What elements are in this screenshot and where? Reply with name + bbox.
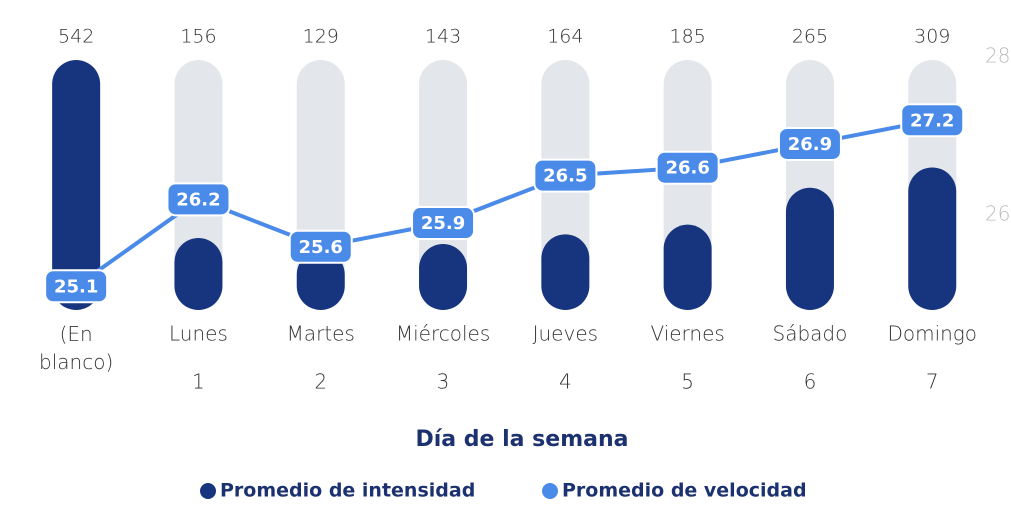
x-tick-sublabel: 7 [926, 370, 939, 394]
point-label-bg [777, 126, 842, 161]
bar-value-label: 156 [180, 26, 216, 48]
x-tick-label: Viernes [650, 322, 724, 346]
point-label: 26.9 [788, 134, 832, 155]
x-tick-label: Domingo [887, 322, 977, 346]
x-tick-sublabel: 6 [804, 370, 817, 394]
x-tick-label: Martes [287, 322, 355, 346]
x-tick-label: Sábado [773, 322, 848, 346]
bar-value-label: 164 [547, 26, 583, 48]
point-label: 26.6 [665, 158, 709, 179]
point-label: 26.5 [543, 166, 587, 187]
point-label: 25.1 [54, 276, 98, 297]
bar-value-label: 143 [425, 26, 461, 48]
x-tick-sublabel: 3 [437, 370, 450, 394]
point-label-bg [533, 158, 598, 193]
point-label-bg [900, 103, 965, 138]
bar-value-label: 542 [58, 26, 94, 48]
x-axis-title: Día de la semana [416, 427, 629, 452]
point-label-bg [44, 269, 109, 304]
x-tick-label: Miércoles [396, 322, 490, 346]
point-label-bg [411, 206, 476, 241]
bar-value-label: 185 [670, 26, 706, 48]
bar [174, 238, 223, 310]
bar [52, 60, 101, 310]
y2-tick-label: 26 [985, 202, 1010, 226]
point-label: 26.2 [176, 189, 220, 210]
point-label: 25.9 [421, 213, 465, 234]
bar-value-label: 309 [914, 26, 950, 48]
x-tick-label: Lunes [169, 322, 228, 346]
y2-tick-label: 28 [985, 44, 1010, 68]
x-tick-sublabel: 2 [314, 370, 327, 394]
point-label-bg [655, 150, 720, 185]
legend-marker [200, 483, 216, 499]
bar-value-label: 129 [303, 26, 339, 48]
legend-label: Promedio de intensidad [220, 480, 475, 502]
point-label-bg [166, 182, 231, 217]
point-label-bg [288, 229, 353, 264]
legend-label: Promedio de velocidad [562, 480, 807, 502]
x-tick-label: (En blanco) [39, 322, 113, 374]
bar [785, 187, 834, 310]
point-label: 27.2 [910, 110, 954, 131]
bar [296, 250, 345, 310]
x-tick-sublabel: 4 [559, 370, 572, 394]
bar [908, 167, 957, 310]
bar [663, 224, 712, 310]
x-tick-sublabel: 5 [681, 370, 694, 394]
bar-value-label: 265 [792, 26, 828, 48]
x-tick-label: Jueves [533, 322, 598, 346]
bar [541, 234, 590, 310]
x-tick-sublabel: 1 [192, 370, 205, 394]
legend-marker [542, 483, 558, 499]
bar [419, 244, 468, 310]
point-label: 25.6 [299, 237, 343, 258]
